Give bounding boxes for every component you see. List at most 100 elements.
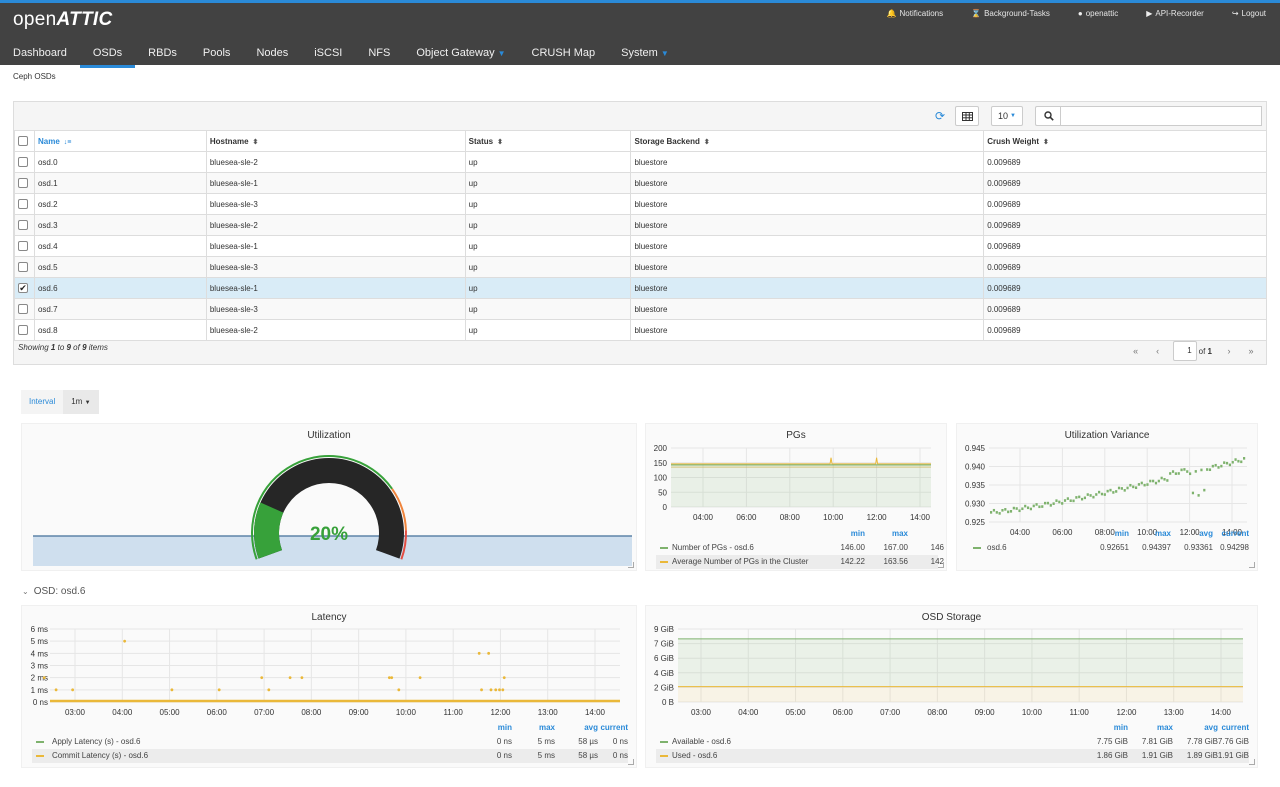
latency-chart: 6 ms 5 ms 4 ms 3 ms 2 ms 1 ms 0 ns 03:00 04:00 05…	[31, 625, 620, 717]
nav-object-gateway[interactable]: Object Gateway ▼	[416, 47, 506, 59]
data-point	[480, 688, 483, 692]
table-row[interactable]: osd.1 bluesea-sle-1 up bluestore 0.009689	[14, 172, 1267, 194]
cell-status: up	[464, 214, 632, 236]
item-count-text: Showing 1 to 9 of 9 items	[18, 343, 108, 352]
background-tasks-link[interactable]: ⌛ Background-Tasks	[971, 9, 1050, 18]
column-header-name[interactable]: Name ↓≡	[33, 130, 207, 152]
data-point	[1092, 495, 1095, 499]
columns-button[interactable]	[955, 106, 979, 126]
legend-row[interactable]: Used - osd.6 1.86 GiB 1.91 GiB 1.89 GiB 1.91…	[656, 749, 1249, 763]
api-recorder-link[interactable]: ▶ API-Recorder	[1146, 9, 1204, 18]
user-menu-link[interactable]: ● openattic	[1077, 9, 1119, 18]
first-page-button[interactable]: «	[1133, 346, 1139, 356]
row-checkbox[interactable]	[18, 262, 28, 272]
y-tick-label: 0	[663, 503, 668, 512]
row-checkbox[interactable]	[18, 241, 28, 251]
table-row[interactable]: osd.2 bluesea-sle-3 up bluestore 0.009689	[14, 193, 1267, 215]
resize-handle[interactable]	[1249, 562, 1255, 568]
data-point	[1109, 488, 1112, 492]
select-all-checkbox[interactable]	[18, 136, 28, 146]
column-header-crush-weight[interactable]: Crush Weight ⬍	[983, 130, 1267, 152]
table-row[interactable]: osd.3 bluesea-sle-2 up bluestore 0.009689	[14, 214, 1267, 236]
data-point	[501, 688, 505, 692]
nav-rbds[interactable]: RBDs	[148, 47, 177, 59]
column-header-hostname[interactable]: Hostname ⬍	[205, 130, 466, 152]
data-point	[1203, 488, 1206, 492]
page-size-dropdown[interactable]: 10 ▼	[991, 106, 1023, 126]
sort-icon: ⬍	[703, 138, 710, 146]
cell-storage-backend: bluestore	[630, 319, 985, 341]
legend-row[interactable]: osd.6 0.92651 0.94397 0.93361 0.94298	[967, 541, 1249, 555]
notifications-link[interactable]: 🔔 Notifications	[886, 9, 944, 18]
search-input[interactable]	[1060, 106, 1262, 126]
hourglass-icon: ⌛	[971, 9, 982, 18]
y-tick-label: 150	[654, 459, 668, 468]
interval-dropdown[interactable]: 1m ▼	[63, 390, 99, 414]
data-point	[1038, 505, 1041, 509]
x-tick-label: 09:00	[349, 708, 370, 717]
osd-row-toggle[interactable]: ⌄ OSD: osd.6	[22, 586, 86, 597]
nav-iscsi[interactable]: iSCSI	[314, 47, 343, 59]
data-point	[1214, 463, 1217, 467]
x-tick-label: 12:00	[1180, 528, 1201, 537]
table-row[interactable]: osd.5 bluesea-sle-3 up bluestore 0.009689	[14, 256, 1267, 278]
row-checkbox[interactable]	[18, 304, 28, 314]
legend-row[interactable]: Available - osd.6 7.75 GiB 7.81 GiB 7.78 Gi…	[656, 735, 1249, 749]
data-point	[1180, 468, 1183, 472]
data-point	[1163, 477, 1166, 481]
resize-handle[interactable]	[628, 759, 634, 765]
cell-storage-backend: bluestore	[630, 277, 985, 299]
resize-handle[interactable]	[628, 562, 634, 568]
table-row[interactable]: osd.7 bluesea-sle-3 up bluestore 0.009689	[14, 298, 1267, 320]
row-checkbox[interactable]	[18, 178, 28, 188]
nav-osds[interactable]: OSDs	[79, 40, 136, 68]
x-tick-label: 07:00	[254, 708, 275, 717]
search-button[interactable]	[1035, 106, 1061, 126]
nav-nodes[interactable]: Nodes	[256, 47, 289, 59]
nav-crush-map[interactable]: CRUSH Map	[531, 47, 596, 59]
cell-hostname: bluesea-sle-3	[205, 193, 466, 215]
row-checkbox[interactable]	[18, 220, 28, 230]
row-checkbox[interactable]	[18, 199, 28, 209]
data-point	[397, 688, 401, 692]
table-row[interactable]: osd.8 bluesea-sle-2 up bluestore 0.009689	[14, 319, 1267, 341]
refresh-button[interactable]: ⟳	[930, 106, 950, 126]
table-row[interactable]: osd.0 bluesea-sle-2 up bluestore 0.009689	[14, 151, 1267, 173]
data-point	[288, 676, 292, 680]
row-checkbox[interactable]	[18, 157, 28, 167]
row-checkbox[interactable]	[18, 325, 28, 335]
data-point	[1166, 479, 1169, 482]
nav-system[interactable]: System ▼	[621, 47, 669, 59]
y-tick-label: 50	[658, 488, 667, 497]
row-checkbox[interactable]: ✔	[18, 283, 28, 293]
data-point	[1001, 508, 1004, 512]
column-header-storage-backend[interactable]: Storage Backend ⬍	[630, 130, 985, 152]
threshold-band	[33, 536, 632, 566]
nav-pools[interactable]: Pools	[202, 47, 231, 59]
data-point	[1072, 499, 1075, 503]
app-logo[interactable]: openATTIC	[13, 9, 113, 30]
data-point	[990, 511, 993, 514]
table-row[interactable]: ✔ osd.6 bluesea-sle-1 up bluestore 0.009689	[14, 277, 1267, 299]
legend-row[interactable]: Apply Latency (s) - osd.6 0 ns 5 ms 58 µs 0 …	[32, 735, 628, 749]
resize-handle[interactable]	[938, 562, 944, 568]
column-header-status[interactable]: Status ⬍	[464, 130, 632, 152]
legend-row[interactable]: Commit Latency (s) - osd.6 0 ns 5 ms 58 µs 0…	[32, 749, 628, 763]
page-number-input[interactable]: 1	[1172, 341, 1197, 361]
prev-page-button[interactable]: ‹	[1156, 346, 1160, 356]
data-point	[995, 511, 998, 514]
nav-dashboard[interactable]: Dashboard	[13, 47, 67, 59]
legend-row[interactable]: Average Number of PGs in the Cluster 142.…	[656, 555, 944, 569]
x-tick-label: 03:00	[691, 708, 712, 717]
next-page-button[interactable]: ›	[1227, 346, 1231, 356]
sort-icon: ⬍	[1043, 138, 1049, 146]
resize-handle[interactable]	[1249, 759, 1255, 765]
logout-link[interactable]: ↪ Logout	[1231, 9, 1266, 18]
y-tick-label: 9 GiB	[654, 625, 674, 634]
nav-nfs[interactable]: NFS	[368, 47, 391, 59]
osd-storage-panel: OSD Storage 9 GiB 7 GiB 6 GiB 4 GiB 2 GiB 0 B…	[645, 605, 1258, 768]
last-page-button[interactable]: »	[1248, 346, 1254, 356]
y-tick-label: 3 ms	[31, 662, 48, 671]
table-row[interactable]: osd.4 bluesea-sle-1 up bluestore 0.009689	[14, 235, 1267, 257]
legend-row[interactable]: Number of PGs - osd.6 146.00 167.00 146	[656, 541, 944, 555]
